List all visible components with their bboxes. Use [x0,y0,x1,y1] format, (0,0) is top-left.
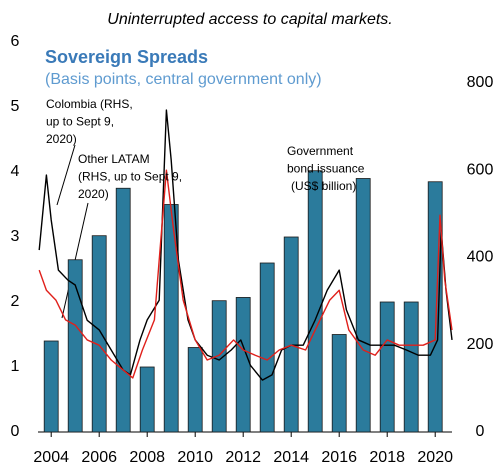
bar [235,297,251,433]
bar [211,300,227,433]
bar [331,334,347,433]
annotation: (RHS, up to Sept 9, [78,170,182,184]
x-tick-label: 2010 [177,449,213,466]
y2-tick-label: 0 [476,423,485,440]
annotation: Other LATAM [78,152,150,166]
bar [115,187,131,433]
x-tick-label: 2014 [273,449,309,466]
y2-tick-label: 200 [467,336,494,353]
x-tick-label: 2008 [129,449,165,466]
x-tick-label: 2012 [225,449,261,466]
annotation: up to Sept 9, [46,115,114,129]
annotation: Government [287,144,354,158]
annotation: (US$ billion) [291,179,356,193]
y-tick-label: 3 [11,228,20,245]
y-tick-label: 1 [11,358,20,375]
bar [187,347,203,433]
bar [283,236,299,433]
line [38,169,453,379]
bar [67,259,83,433]
annotation: Colombia (RHS, [46,97,133,111]
bar [403,301,419,433]
x-tick-label: 2020 [417,449,453,466]
y-tick-label: 0 [11,423,20,440]
x-tick-label: 2018 [369,449,405,466]
annotation: 2020) [78,187,109,201]
y-tick-label: 5 [11,98,20,115]
y2-tick-label: 600 [467,161,494,178]
bar [43,340,59,433]
x-tick-label: 2016 [321,449,357,466]
y-tick-label: 2 [11,293,20,310]
x-tick-label: 2004 [33,449,69,466]
annotation: 2020) [46,132,77,146]
line [38,109,453,381]
bar [91,235,107,433]
bar [355,178,371,433]
y-tick-label: 4 [11,163,20,180]
bar [379,301,395,433]
bar [307,170,323,433]
annotation: bond issuance [287,162,365,176]
bar [139,366,155,433]
inset-title: Sovereign Spreads [45,47,208,67]
subtitle: (Basis points, central government only) [45,71,322,88]
y2-tick-label: 800 [467,74,494,91]
bar [259,262,275,433]
y2-tick-label: 400 [467,249,494,266]
chart-title: Uninterrupted access to capital markets. [107,11,392,28]
annotation-arrow [56,144,76,206]
x-tick-label: 2006 [81,449,117,466]
y-tick-label: 6 [11,33,20,50]
bar [163,204,179,433]
